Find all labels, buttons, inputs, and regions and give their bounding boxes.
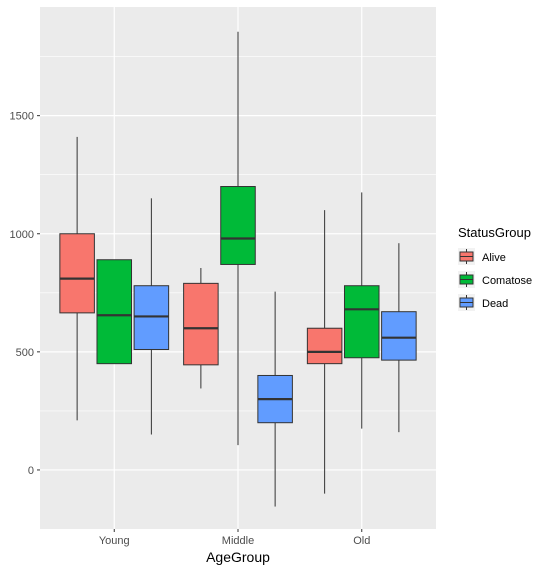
legend-label: Alive (482, 252, 506, 264)
box-alive-middle (183, 268, 219, 389)
legend-item-comatose: Comatose (458, 271, 532, 288)
y-tick-label: 500 (16, 347, 34, 359)
box-body (183, 282, 219, 366)
legend-label: Comatose (482, 275, 532, 287)
legend-title: StatusGroup (458, 225, 531, 240)
box-alive-young (59, 136, 95, 421)
box-comatose-young (96, 259, 133, 365)
y-axis: 0 500 1000 1500 (10, 111, 40, 477)
x-tick-label: Middle (222, 535, 254, 547)
box-alive-old (306, 210, 343, 494)
y-tick-label: 0 (28, 465, 34, 477)
boxes (59, 31, 417, 507)
box-body (59, 233, 95, 314)
legend-item-dead: Dead (458, 294, 508, 311)
x-axis: Young Middle Old (99, 529, 370, 547)
x-tick-label: Young (99, 535, 130, 547)
y-tick-label: 1000 (10, 229, 34, 241)
box-dead-young (133, 198, 170, 435)
x-axis-title: AgeGroup (206, 549, 270, 565)
box-body (306, 327, 343, 365)
legend-item-alive: Alive (458, 248, 506, 265)
legend: StatusGroup Alive Comatose Dead (458, 225, 532, 311)
box-body (133, 285, 170, 350)
box-body (343, 285, 380, 359)
box-body (96, 259, 133, 365)
box-body (381, 311, 417, 361)
box-comatose-middle (220, 31, 256, 446)
box-dead-middle (257, 291, 293, 507)
x-tick-label: Old (353, 535, 370, 547)
box-dead-old (381, 243, 417, 433)
legend-label: Dead (482, 298, 508, 310)
box-comatose-old (343, 192, 380, 429)
box-body (220, 186, 256, 265)
y-tick-label: 1500 (10, 111, 34, 123)
